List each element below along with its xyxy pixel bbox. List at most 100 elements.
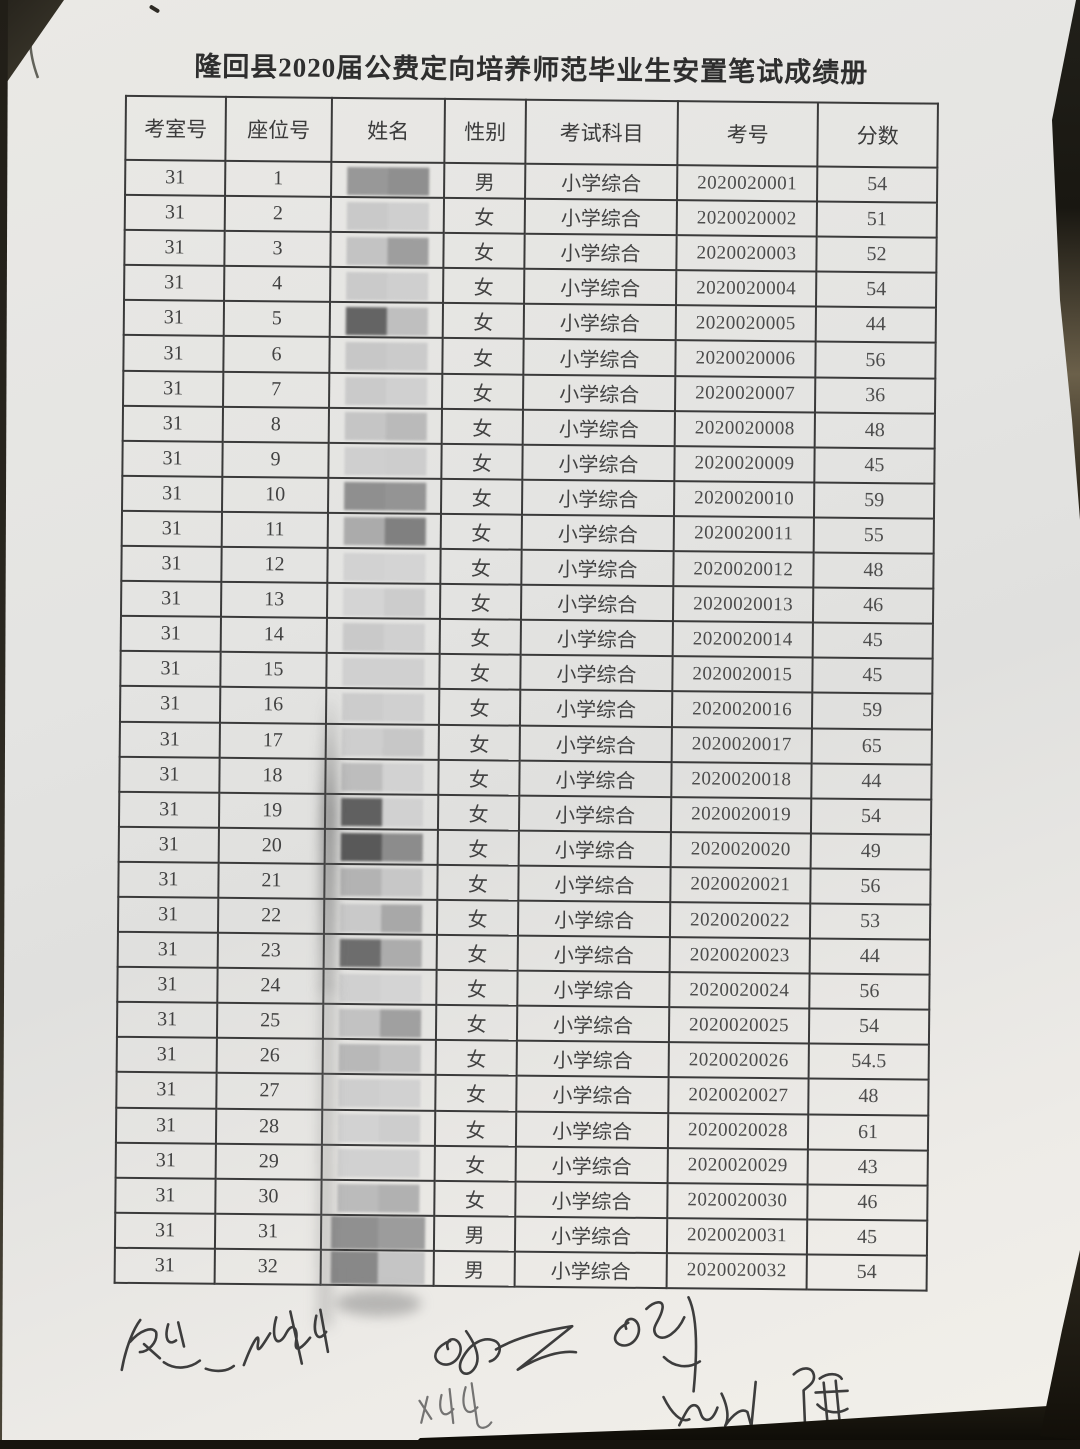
- name-blur-right: [380, 903, 422, 933]
- cell-score: 44: [811, 763, 932, 800]
- signature-4: [613, 1296, 702, 1393]
- cell-exam-no: 2020020006: [675, 340, 816, 378]
- cell-room: 31: [123, 300, 225, 337]
- cell-gender: 女: [436, 899, 519, 936]
- cell-subject: 小学综合: [522, 409, 675, 446]
- cell-room: 31: [123, 335, 224, 372]
- name-blur-left: [340, 763, 383, 792]
- name-blur-right: [387, 202, 429, 231]
- cell-exam-no: 2020020017: [671, 726, 812, 764]
- redacted-name-blur: [336, 1184, 420, 1213]
- cell-gender: 女: [435, 1005, 518, 1042]
- cell-seat: 28: [215, 1108, 323, 1145]
- name-blur-left: [338, 973, 381, 1003]
- name-blur-right: [379, 1044, 421, 1073]
- cell-seat: 13: [220, 581, 328, 619]
- header-seat: 座位号: [225, 96, 332, 162]
- cell-name: [323, 898, 438, 935]
- cell-gender: 女: [436, 934, 518, 971]
- name-blur-left: [343, 447, 386, 476]
- cell-name: [325, 688, 440, 725]
- header-subject: 考试科目: [525, 99, 678, 166]
- redacted-name-blur: [344, 412, 427, 441]
- cell-name: [322, 1074, 436, 1111]
- name-blur-left: [342, 622, 384, 652]
- cell-name: [325, 723, 439, 760]
- cell-room: 31: [124, 194, 226, 232]
- redacted-name-blur: [340, 833, 423, 863]
- cell-room: 31: [114, 1247, 215, 1284]
- cell-score: 59: [811, 692, 933, 730]
- cell-seat: 18: [219, 757, 326, 794]
- cell-room: 31: [117, 931, 218, 968]
- cell-score: 52: [816, 236, 937, 273]
- cell-gender: 女: [441, 408, 524, 445]
- cell-subject: 小学综合: [524, 268, 677, 306]
- redacted-name-blur: [330, 1250, 425, 1285]
- name-blur-right: [385, 377, 427, 406]
- cell-subject: 小学综合: [521, 514, 674, 552]
- name-blur-right: [380, 938, 422, 968]
- cell-subject: 小学综合: [516, 1005, 670, 1043]
- signature-6: [662, 1380, 757, 1430]
- name-blur-left: [338, 1043, 380, 1073]
- name-blur-left: [346, 201, 388, 231]
- signature-5: [418, 1382, 493, 1429]
- header-gender: 性别: [444, 98, 526, 164]
- cell-exam-no: 2020020032: [666, 1253, 807, 1290]
- cell-score: 46: [812, 587, 934, 624]
- cell-name: [328, 407, 443, 444]
- cell-score: 54: [815, 271, 937, 309]
- name-blur-right: [382, 728, 424, 757]
- cell-seat: 24: [217, 967, 324, 1005]
- cell-exam-no: 2020020011: [673, 516, 814, 553]
- cell-subject: 小学综合: [517, 900, 671, 938]
- name-blur-right: [381, 798, 423, 827]
- cell-name: [324, 793, 439, 830]
- cell-name: [323, 933, 437, 971]
- cell-subject: 小学综合: [523, 374, 676, 411]
- cell-score: 48: [814, 412, 935, 449]
- cell-gender: 女: [437, 794, 520, 831]
- cell-score: 45: [812, 657, 933, 695]
- cell-gender: 男: [433, 1250, 515, 1287]
- cell-seat: 8: [222, 406, 330, 443]
- cell-seat: 15: [220, 652, 327, 689]
- name-blur-right: [385, 342, 428, 371]
- redacted-name-blur: [345, 306, 428, 336]
- cell-score: 56: [810, 868, 931, 905]
- redacted-name-blur: [341, 692, 424, 722]
- cell-name: [325, 758, 439, 795]
- cell-room: 31: [115, 1142, 216, 1179]
- cell-seat: 14: [220, 617, 327, 654]
- redacted-name-blur: [340, 798, 423, 827]
- cell-gender: 女: [439, 584, 522, 620]
- cell-exam-no: 2020020004: [676, 270, 817, 307]
- cell-room: 31: [114, 1212, 216, 1249]
- redacted-name-blur: [343, 517, 426, 547]
- name-blur-left: [346, 166, 388, 195]
- cell-seat: 26: [216, 1038, 323, 1075]
- cell-subject: 小学综合: [516, 1076, 669, 1113]
- name-blur-right: [378, 1114, 420, 1143]
- cell-exam-no: 2020020027: [668, 1077, 809, 1114]
- redacted-name-blur: [346, 166, 429, 196]
- name-blur-left: [340, 798, 382, 827]
- redacted-name-blur: [338, 973, 422, 1003]
- cell-subject: 小学综合: [518, 865, 671, 903]
- name-blur-left: [330, 1250, 378, 1285]
- cell-name: [330, 267, 444, 304]
- header-exam-no: 考号: [677, 101, 818, 167]
- cell-subject: 小学综合: [524, 233, 677, 271]
- cell-gender: 女: [437, 829, 519, 866]
- name-blur-right: [382, 693, 424, 722]
- cell-seat: 27: [216, 1073, 323, 1110]
- redacted-name-blur: [345, 271, 428, 301]
- name-blur-right: [378, 1149, 420, 1178]
- redacted-name-blur: [339, 903, 422, 933]
- cell-subject: 小学综合: [515, 1181, 668, 1218]
- cell-seat: 21: [218, 862, 325, 899]
- cell-seat: 4: [224, 266, 331, 303]
- name-blur-left: [339, 903, 381, 932]
- name-blur-left: [338, 1008, 380, 1038]
